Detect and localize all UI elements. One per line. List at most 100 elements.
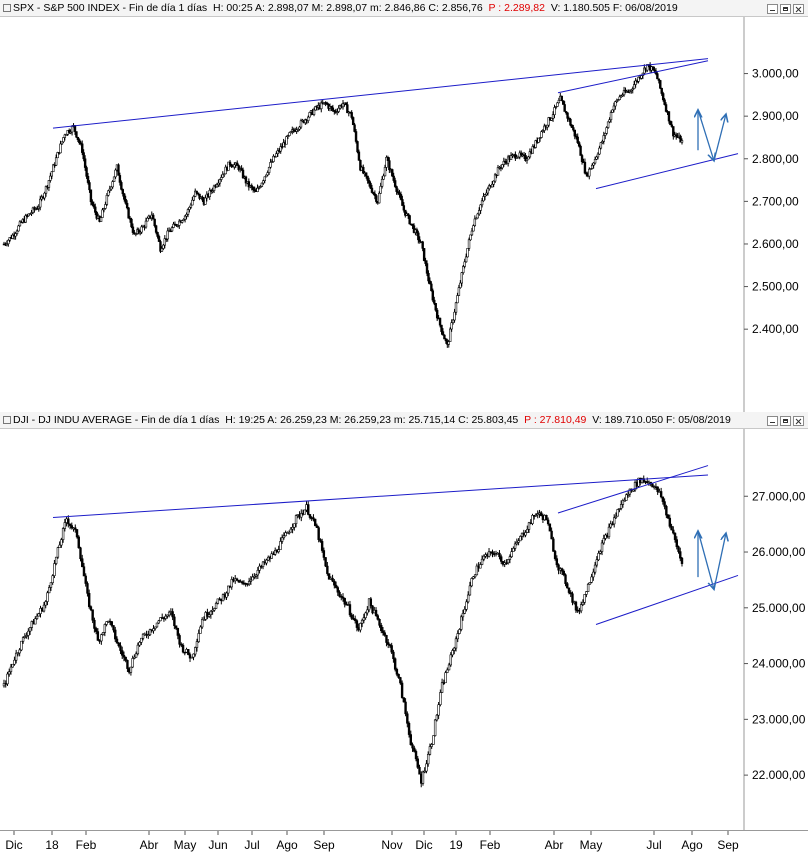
- dji-ytick-label: 27.000,00: [752, 489, 806, 503]
- spx-candle: [562, 100, 565, 105]
- spx-candle: [399, 191, 403, 201]
- dji-candle: [9, 663, 13, 675]
- dji-candle: [181, 643, 185, 654]
- dji-candle: [322, 547, 326, 561]
- dji-header-price: P : 27.810,49: [524, 414, 587, 426]
- dji-candle: [680, 557, 684, 567]
- minimize-icon[interactable]: [767, 4, 778, 14]
- dji-candle: [560, 567, 564, 575]
- spx-candle: [204, 195, 207, 205]
- spx-candle: [438, 317, 442, 328]
- spx-candle: [180, 220, 184, 224]
- spx-candle: [604, 132, 607, 140]
- dji-candle: [505, 559, 508, 565]
- xtick-label: Ago: [681, 838, 703, 852]
- spx-candle: [78, 138, 81, 145]
- spx-candle: [104, 201, 107, 210]
- spx-trendline: [557, 60, 709, 94]
- dji-chart-panel[interactable]: DJI - DJ INDU AVERAGE - Fin de día 1 día…: [0, 412, 808, 830]
- dji-candle: [341, 593, 345, 602]
- spx-candle: [280, 143, 284, 150]
- maximize-icon[interactable]: [780, 416, 791, 426]
- dji-candle: [380, 622, 383, 634]
- dji-candle: [34, 616, 37, 625]
- dji-candle: [287, 530, 291, 535]
- close-icon[interactable]: [793, 4, 804, 14]
- dji-candle: [618, 508, 621, 513]
- spx-candle: [632, 80, 636, 90]
- dji-candle: [253, 573, 256, 580]
- dji-candle: [508, 554, 512, 564]
- dji-candle: [75, 529, 79, 539]
- dji-candle: [313, 518, 317, 527]
- dji-candle: [42, 601, 46, 613]
- dji-candle: [202, 616, 206, 621]
- dji-candle: [625, 493, 628, 501]
- dji-candle: [359, 622, 362, 633]
- spx-candle: [223, 173, 226, 178]
- dji-candle: [362, 613, 366, 624]
- dji-candle: [61, 527, 65, 543]
- spx-candle: [550, 117, 553, 121]
- spx-candle: [664, 102, 668, 113]
- spx-candle: [615, 98, 619, 103]
- spx-candle: [118, 172, 122, 186]
- dji-candle: [20, 640, 23, 652]
- spx-candle: [514, 151, 517, 161]
- dji-candle: [665, 504, 668, 519]
- spx-candle: [383, 164, 387, 177]
- spx-ytick-label: 2.400,00: [752, 322, 799, 336]
- dji-candle: [376, 613, 379, 621]
- dji-candle: [480, 555, 484, 566]
- spx-candle: [320, 100, 323, 113]
- spx-candle: [28, 213, 32, 215]
- spx-candle: [492, 180, 495, 188]
- dji-candle: [195, 638, 199, 652]
- spx-candle: [63, 133, 67, 141]
- dji-candle: [176, 627, 180, 640]
- dji-candle: [91, 609, 94, 624]
- dji-candle: [600, 539, 604, 556]
- spx-candle: [444, 337, 448, 344]
- dji-candle: [293, 523, 296, 531]
- dji-candle: [79, 546, 82, 562]
- spx-candle: [634, 77, 637, 88]
- dji-candle: [300, 509, 303, 522]
- spx-candle: [450, 319, 453, 332]
- dji-candle: [235, 577, 239, 581]
- spx-plot-area[interactable]: 2.400,00 2.500,00 2.600,00 2.700,00 2.800,00…: [0, 17, 808, 412]
- dji-candle: [453, 646, 456, 655]
- spx-candle: [357, 149, 361, 161]
- spx-ytick-label: 2.800,00: [752, 152, 799, 166]
- dji-candle: [129, 666, 133, 676]
- spx-candle: [588, 167, 591, 180]
- spx-candle: [353, 122, 356, 133]
- spx-header-tail: V: 1.180.505 F: 06/08/2019: [550, 2, 678, 14]
- dji-candle: [566, 581, 569, 589]
- spx-candle: [372, 191, 375, 196]
- spx-candle: [86, 172, 90, 185]
- spx-candle: [573, 129, 576, 140]
- spx-candle: [391, 168, 394, 177]
- spx-candle: [531, 144, 534, 154]
- spx-candle: [502, 157, 506, 167]
- spx-candle: [194, 188, 197, 198]
- spx-chart-panel[interactable]: SPX - S&P 500 INDEX - Fin de día 1 días …: [0, 0, 808, 412]
- close-icon[interactable]: [793, 416, 804, 426]
- dji-candle: [157, 619, 160, 625]
- maximize-icon[interactable]: [780, 4, 791, 14]
- spx-candle: [221, 171, 224, 178]
- spx-candle: [557, 97, 561, 104]
- spx-candle: [137, 227, 140, 235]
- dji-plot-area[interactable]: 22.000,00 23.000,00 24.000,00 25.000,00 26.0…: [0, 429, 808, 830]
- dji-candle: [451, 648, 454, 658]
- minimize-icon[interactable]: [767, 416, 778, 426]
- spx-candle: [430, 281, 433, 292]
- spx-candle: [580, 153, 584, 165]
- spx-candle: [312, 107, 316, 117]
- dji-candle: [392, 649, 395, 663]
- spx-candle: [265, 174, 268, 178]
- spx-candle: [472, 224, 475, 232]
- spx-ytick-label: 3.000,00: [752, 67, 799, 81]
- dji-candle: [13, 656, 16, 666]
